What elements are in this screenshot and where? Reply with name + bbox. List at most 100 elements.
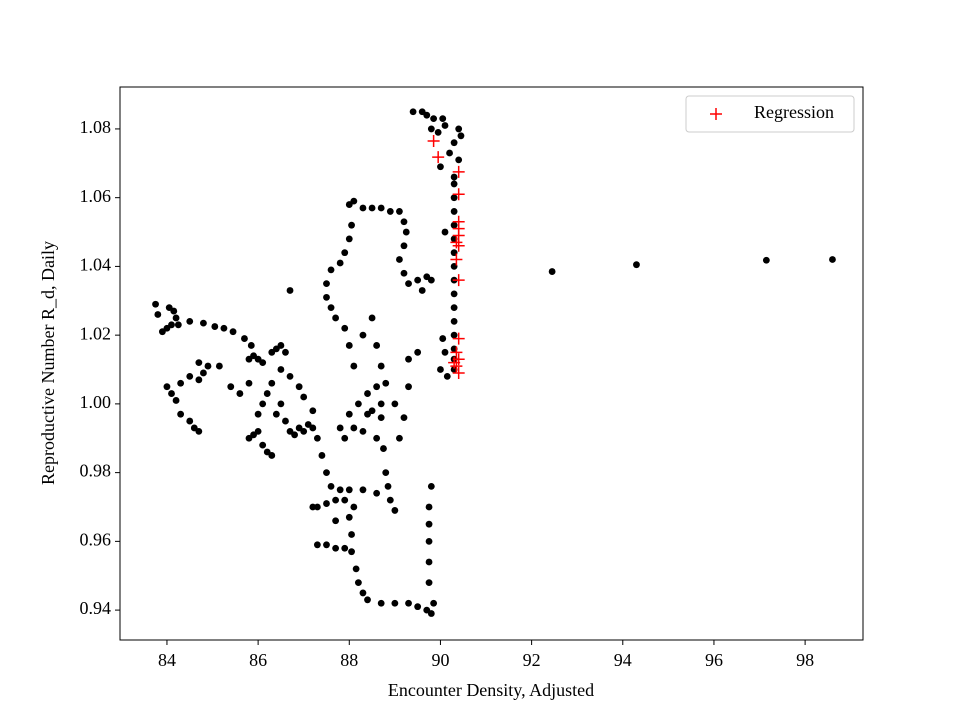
point (359, 204, 367, 212)
point (450, 346, 463, 359)
legend-box (685, 95, 855, 133)
point (272, 410, 280, 418)
point (368, 204, 376, 212)
point (268, 379, 276, 387)
point (200, 319, 207, 327)
point (359, 427, 367, 435)
point (409, 108, 417, 116)
point (400, 242, 408, 250)
point (450, 139, 458, 147)
point (425, 503, 433, 511)
point (427, 134, 440, 147)
point (437, 163, 444, 171)
point (384, 482, 392, 490)
legend-marker (710, 108, 722, 120)
y-axis-label: Reproductive Number R_d, Daily (38, 241, 58, 485)
x-tick-label: 88 (340, 650, 358, 670)
point (364, 390, 371, 397)
point (227, 383, 235, 391)
point (152, 300, 159, 308)
point (195, 427, 203, 435)
point (327, 482, 335, 490)
point (282, 417, 289, 425)
point (425, 537, 433, 545)
point (359, 331, 367, 339)
x-tick-label: 90 (431, 650, 449, 670)
x-tick-label: 84 (158, 650, 176, 670)
point (829, 256, 836, 263)
point (386, 496, 394, 504)
point (450, 173, 458, 181)
point (391, 599, 399, 607)
point (170, 307, 178, 315)
y-tick-label: 0.98 (80, 461, 112, 481)
point (452, 332, 465, 345)
point (282, 348, 289, 356)
point (441, 228, 449, 236)
point (548, 268, 556, 275)
point (327, 304, 335, 312)
point (245, 379, 253, 387)
point (300, 427, 308, 435)
point (359, 589, 367, 597)
point (195, 376, 203, 384)
point (430, 115, 438, 123)
point (762, 256, 770, 264)
point (341, 544, 349, 552)
point (443, 372, 451, 380)
point (186, 372, 194, 380)
point (377, 599, 385, 607)
point (452, 188, 465, 201)
point (341, 324, 349, 332)
point (186, 317, 194, 325)
point (450, 331, 458, 339)
point (405, 383, 412, 391)
point (405, 280, 412, 287)
point (448, 356, 461, 369)
x-axis-label: Encounter Density, Adjusted (388, 680, 594, 700)
point (452, 239, 465, 252)
point (430, 599, 438, 607)
point (254, 427, 262, 435)
point (452, 274, 465, 287)
point (286, 287, 294, 294)
point (341, 496, 349, 504)
point (439, 115, 447, 123)
point (391, 400, 399, 408)
point (345, 342, 353, 349)
point (268, 452, 276, 459)
point (364, 596, 371, 604)
point (345, 486, 353, 494)
point (373, 342, 381, 349)
point (220, 324, 228, 332)
point (427, 482, 435, 490)
point (425, 558, 433, 566)
point (172, 314, 180, 322)
point (405, 599, 412, 607)
point (452, 165, 465, 178)
point (450, 317, 458, 325)
point (177, 410, 185, 418)
point (350, 362, 358, 370)
point (211, 323, 219, 330)
y-tick-label: 0.94 (80, 598, 112, 618)
point (377, 400, 385, 408)
point (336, 259, 344, 267)
point (350, 197, 358, 205)
point (168, 321, 175, 329)
point (327, 266, 335, 274)
x-tick-label: 96 (705, 650, 723, 670)
point (332, 314, 340, 322)
point (414, 348, 422, 356)
legend: Regression (685, 95, 855, 133)
point (418, 287, 426, 294)
point (441, 122, 449, 129)
point (345, 410, 353, 418)
legend-label: Regression (754, 102, 834, 122)
point (450, 194, 458, 202)
point (450, 221, 458, 229)
point (174, 321, 182, 329)
point (450, 180, 458, 188)
point (300, 393, 308, 401)
